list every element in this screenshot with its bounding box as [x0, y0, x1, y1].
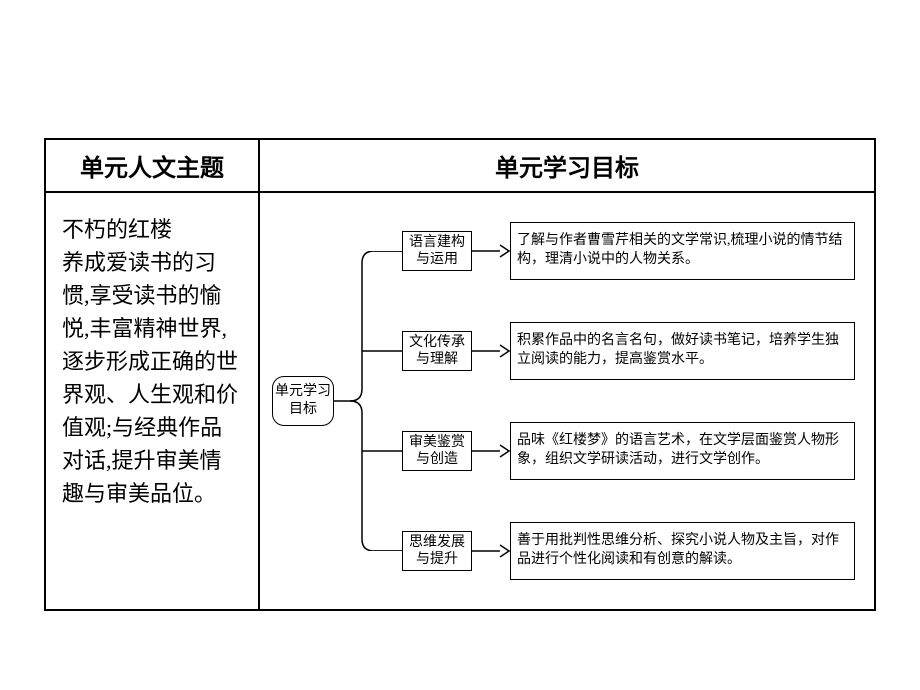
arrow-icon — [472, 544, 510, 558]
learning-goals-diagram: 单元学习目标 语言建构与运用 文化传承与理解 — [272, 211, 862, 591]
category-node-2: 文化传承与理解 — [402, 331, 472, 371]
layout-table: 单元人文主题 单元学习目标 不朽的红楼养成爱读书的习惯,享受读书的愉悦,丰富精神… — [44, 138, 876, 611]
header-right: 单元学习目标 — [259, 139, 875, 192]
arrow-icon — [472, 344, 510, 358]
category-node-1: 语言建构与运用 — [402, 231, 472, 271]
header-left: 单元人文主题 — [45, 139, 259, 192]
arrow-icon — [472, 444, 510, 458]
root-node: 单元学习目标 — [272, 376, 334, 426]
desc-node-3: 品味《红楼梦》的语言艺术，在文学层面鉴赏人物形象，组织文学研读活动，进行文学创作… — [510, 422, 855, 480]
category-node-4: 思维发展与提升 — [402, 531, 472, 571]
desc-node-2: 积累作品中的名言名句，做好读书笔记，培养学生独立阅读的能力，提高鉴赏水平。 — [510, 322, 855, 380]
theme-text: 不朽的红楼养成爱读书的习惯,享受读书的愉悦,丰富精神世界,逐步形成正确的世界观、… — [56, 199, 248, 524]
desc-node-1: 了解与作者曹雪芹相关的文学常识,梳理小说的情节结构，理清小说中的人物关系。 — [510, 222, 855, 280]
arrow-icon — [472, 244, 510, 258]
root-bracket — [334, 251, 402, 551]
category-node-3: 审美鉴赏与创造 — [402, 431, 472, 471]
desc-node-4: 善于用批判性思维分析、探究小说人物及主旨，对作品进行个性化阅读和有创意的解读。 — [510, 522, 855, 580]
